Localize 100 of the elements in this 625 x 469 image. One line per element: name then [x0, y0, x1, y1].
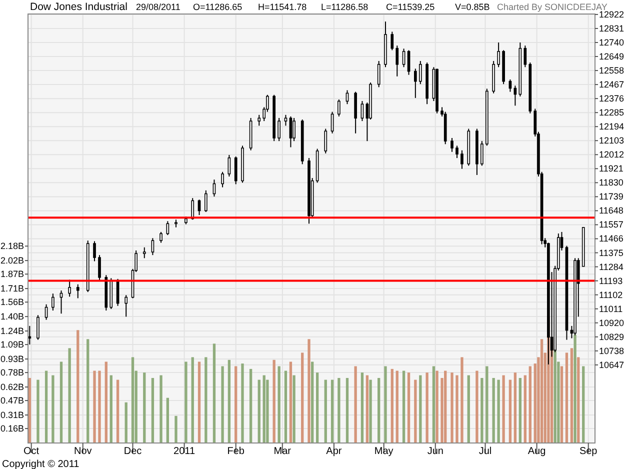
x-tick-label: Jun [427, 446, 444, 457]
bar [68, 348, 71, 443]
bar [160, 375, 162, 443]
bar [324, 380, 327, 443]
bar [151, 378, 154, 443]
candlestick [497, 42, 500, 68]
bar [98, 370, 101, 443]
y2-tick-label: 11466 [599, 234, 624, 244]
y-tick-label: 0.47B [0, 396, 24, 406]
bar [402, 370, 406, 443]
y2-tick-label: 11921 [599, 164, 624, 174]
bar [497, 380, 500, 443]
candlestick [93, 240, 96, 262]
candlestick [414, 68, 417, 98]
bar [369, 380, 372, 443]
candlestick [402, 48, 406, 68]
bar [582, 366, 585, 443]
bar [486, 366, 488, 443]
bar [444, 370, 447, 443]
y2-tick-label: 11375 [599, 248, 624, 258]
bar [366, 375, 369, 443]
chart-title: Dow Jones Industrial [30, 1, 128, 13]
y2-tick-label: 12831 [599, 23, 624, 34]
bar [476, 370, 478, 443]
y2-tick-label: 11648 [599, 206, 624, 216]
y2-tick-label: 12012 [599, 150, 624, 160]
bar [143, 372, 146, 443]
y-tick-label: 1.87B [0, 269, 24, 280]
candlestick [124, 294, 128, 318]
bar [518, 378, 522, 443]
candlestick [98, 254, 101, 282]
bar [249, 368, 252, 443]
bar [524, 375, 526, 443]
bar [191, 357, 194, 443]
text: L=11286.58 [321, 2, 368, 12]
candlestick [460, 150, 464, 170]
x-tick-label: Feb [227, 446, 245, 457]
candlestick [68, 279, 71, 298]
candlestick [52, 293, 54, 312]
y-tick-label: 2.18B [0, 241, 24, 252]
bar [450, 372, 454, 443]
candlestick [330, 111, 334, 134]
text: Charted By SONICDEEJAY [497, 2, 608, 12]
bar [292, 375, 296, 443]
bar [456, 375, 458, 443]
y-tick-label: 0.31B [0, 410, 24, 420]
bar [258, 380, 260, 443]
y2-tick-label: 11011 [599, 304, 623, 314]
bar [266, 380, 269, 443]
bar [124, 402, 128, 443]
bar [311, 362, 314, 443]
bar [316, 372, 319, 443]
y2-tick-label: 12285 [599, 108, 624, 118]
candlestick [396, 45, 399, 77]
candlestick [284, 114, 288, 126]
bar [28, 378, 31, 443]
bar [354, 366, 357, 443]
x-tick-label: Nov [74, 446, 92, 457]
bar [76, 330, 80, 443]
y2-tick-label: 10738 [599, 346, 624, 356]
y-tick-label: 1.09B [0, 340, 24, 350]
bar [407, 372, 410, 443]
candlestick [160, 231, 162, 244]
candlestick [278, 117, 280, 142]
bar [86, 339, 90, 443]
bar [212, 344, 216, 443]
bar [492, 378, 495, 443]
candlestick [456, 145, 458, 159]
y2-tick-label: 10829 [599, 332, 624, 342]
candlestick [524, 45, 527, 68]
bar [419, 375, 422, 443]
y2-tick-label: 12376 [599, 94, 624, 104]
candlestick [377, 60, 380, 88]
bar [60, 362, 63, 443]
y-tick-label: 0.62B [0, 382, 24, 392]
bar [432, 366, 436, 443]
bar [346, 378, 349, 443]
bar [565, 352, 568, 443]
y-tick-label: 0.93B [0, 354, 24, 364]
bar [44, 370, 48, 443]
y2-tick-label: 11739 [599, 192, 624, 202]
y-tick-label: 0.16B [0, 424, 24, 434]
y2-tick-label: 11557 [599, 220, 624, 230]
bar [262, 375, 266, 443]
text: Copyright © 2011 [2, 459, 80, 469]
bar [384, 366, 387, 443]
y-tick-label: 1.40B [0, 312, 24, 322]
candlestick [204, 190, 208, 212]
candlestick [142, 246, 146, 259]
y-tick-label: 2.02B [0, 256, 24, 266]
y-tick-label: 1.56B [0, 297, 24, 308]
y2-tick-label: 11284 [599, 262, 624, 272]
candlestick [258, 114, 261, 126]
bar [93, 370, 96, 443]
x-tick-label: Apr [326, 446, 342, 457]
x-tick-label: May [374, 446, 394, 457]
candlestick [450, 138, 454, 152]
bar [272, 360, 276, 443]
y-tick-label: 1.24B [0, 326, 24, 336]
x-tick-label: Sep [579, 446, 598, 457]
